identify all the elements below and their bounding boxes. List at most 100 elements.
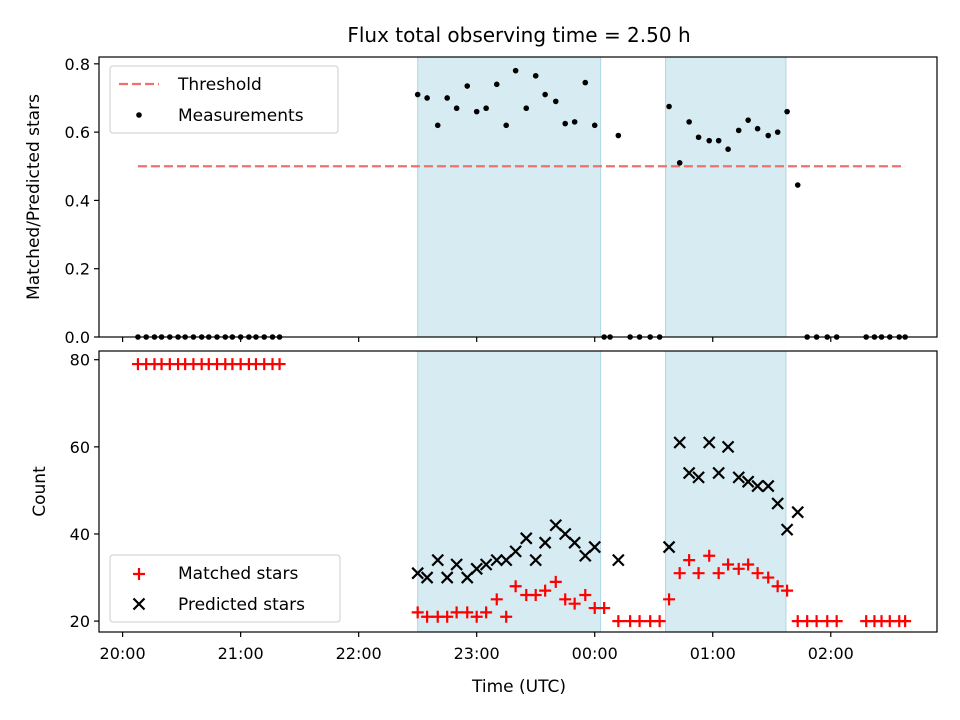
predicted-stars-point	[568, 536, 581, 549]
measurement-point	[784, 108, 790, 115]
predicted-stars-point	[411, 566, 424, 580]
y-tick-label: 40	[70, 525, 90, 544]
predicted-stars-point	[741, 475, 755, 488]
matched-stars-point	[529, 588, 542, 601]
matched-stars-point	[509, 580, 522, 593]
matched-stars-point	[490, 593, 503, 606]
measurement-point	[725, 146, 731, 152]
matched-stars-point	[712, 567, 725, 580]
x-axis-label: Time (UTC)	[471, 677, 566, 697]
measurement-point	[615, 132, 622, 139]
measurement-point	[523, 105, 530, 112]
matched-stars-point	[673, 567, 686, 580]
legend: Matched stars Predicted stars	[109, 554, 341, 623]
predicted-stars-point	[673, 436, 686, 449]
measurement-point	[754, 125, 761, 132]
matched-stars-point	[421, 610, 434, 623]
measurement-point	[542, 91, 548, 98]
predicted-stars-point	[712, 466, 725, 480]
matched-stars-point	[612, 615, 625, 628]
measurement-point	[735, 127, 742, 134]
measurement-point	[464, 83, 471, 89]
matched-stars-point	[732, 562, 745, 575]
ratio-panel: 0.0 0.2 0.4 0.6 0.8 Matched/Predicted stars Th…	[24, 55, 938, 347]
matched-stars-point	[461, 606, 474, 619]
measurement-point	[582, 79, 589, 86]
legend: Threshold Measurements	[109, 65, 339, 134]
measurement-point	[552, 98, 559, 105]
predicted-stars-point	[509, 545, 522, 558]
measurement-point	[414, 91, 421, 98]
y-tick-label: 0.8	[65, 55, 90, 74]
x-tick-label: 01:00	[690, 644, 736, 663]
measurement-point	[434, 122, 441, 129]
measurement-point	[666, 103, 672, 110]
observing-window-shade	[417, 350, 602, 633]
observing-window-shade	[665, 56, 787, 338]
x-tick-label: 21:00	[218, 644, 264, 663]
predicted-stars-point	[479, 558, 493, 571]
y-axis-label: Count	[30, 466, 50, 517]
predicted-stars-point	[529, 553, 542, 567]
observing-window-shade	[417, 56, 602, 338]
x-tick-label: 23:00	[454, 644, 500, 663]
y-tick-label: 0.6	[65, 123, 90, 142]
matched-stars-point	[500, 610, 513, 623]
chart-title: Flux total observing time = 2.50 h	[347, 23, 690, 47]
matched-stars-point	[810, 615, 823, 628]
measurement-point	[562, 120, 569, 127]
predicted-stars-point	[702, 436, 716, 449]
matched-stars-point	[411, 606, 424, 619]
y-tick-label: 0.4	[65, 191, 90, 210]
predicted-stars-point	[761, 479, 775, 493]
plot-frame	[98, 56, 938, 338]
measurement-point	[424, 95, 430, 101]
measurement-point	[695, 134, 702, 141]
predicted-stars-point	[440, 571, 454, 584]
matched-stars-point	[683, 554, 696, 567]
matched-stars-point	[450, 606, 463, 619]
matched-stars-point	[568, 597, 581, 610]
predicted-stars-point	[431, 553, 445, 567]
predicted-stars-point	[612, 553, 625, 567]
measurement-point	[745, 117, 751, 123]
legend-matched-swatch	[133, 568, 145, 580]
matched-stars-point	[899, 615, 912, 628]
matched-stars-point	[722, 558, 735, 571]
measurement-point	[715, 137, 722, 144]
predicted-stars-point	[588, 540, 601, 554]
legend-box	[109, 65, 339, 134]
measurement-point	[444, 95, 450, 101]
legend-threshold-label: Threshold	[177, 75, 262, 95]
predicted-stars-point	[538, 536, 552, 549]
matched-stars-point	[559, 593, 572, 606]
legend-box	[109, 554, 341, 623]
legend-measurement-swatch	[136, 112, 142, 118]
measurement-point	[774, 129, 781, 135]
measurement-point	[706, 137, 713, 144]
predicted-stars-point	[420, 571, 434, 584]
matched-stars-point	[751, 567, 764, 580]
y-axis-label: Matched/Predicted stars	[24, 94, 44, 300]
predicted-stars-point	[721, 440, 735, 454]
measurement-point	[676, 160, 683, 166]
x-tick-label: 20:00	[100, 644, 146, 663]
matched-stars-point	[653, 615, 666, 628]
predicted-stars-point	[692, 471, 705, 484]
y-tick-label: 0.0	[65, 328, 90, 347]
matched-stars-point	[762, 571, 775, 584]
predicted-stars-point	[519, 532, 533, 545]
y-tick-label: 0.2	[65, 260, 90, 279]
legend-predicted-label: Predicted stars	[178, 595, 305, 615]
legend-measurement-label: Measurements	[178, 106, 304, 126]
y-tick-label: 60	[70, 438, 90, 457]
x-tick-label: 02:00	[808, 644, 854, 663]
matched-stars-point	[273, 358, 286, 371]
measurement-point	[686, 119, 692, 125]
predicted-stars-point	[771, 497, 784, 510]
measurement-point	[483, 105, 489, 112]
matched-stars-point	[579, 588, 592, 601]
predicted-stars-point	[682, 466, 696, 480]
matched-stars-point	[692, 567, 705, 580]
